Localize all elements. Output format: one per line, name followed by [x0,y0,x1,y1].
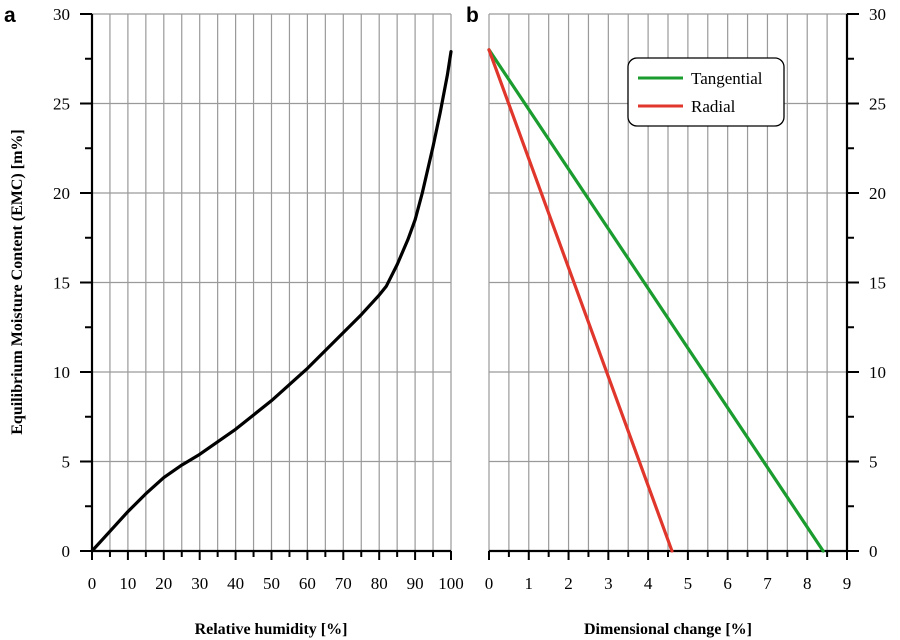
y-tick-label: 0 [62,542,71,561]
legend-box [627,57,785,127]
y-tick-label: 20 [869,184,886,203]
panel-b-x-axis-label: Dimensional change [%] [584,621,752,638]
y-tick-label: 15 [869,274,886,293]
x-tick-label: 9 [843,574,852,593]
panel-b-letter: b [466,4,479,27]
panel-b-axes [488,13,859,560]
panel-a: a 0 10 20 30 40 50 60 70 80 90 100 0 5 10 15 20 25 30 Rel… [4,4,464,638]
panel-a-grid [92,13,452,551]
x-tick-label: 5 [684,574,693,593]
panel-a-tick-labels: 0 10 20 30 40 50 60 70 80 90 100 0 5 10 15 20 25 30 [53,5,464,593]
x-tick-label: 80 [371,574,388,593]
series-line-radial [487,48,674,553]
x-tick-label: 6 [723,574,732,593]
y-tick-label: 30 [869,5,886,24]
y-tick-label: 10 [53,363,70,382]
panel-a-axes [80,13,452,560]
panel-a-series [90,49,453,553]
x-tick-label: 30 [191,574,208,593]
y-tick-label: 10 [869,363,886,382]
y-tick-label: 0 [869,542,878,561]
panel-a-y-axis-label: Equilibrium Moisture Content (EMC) [m%] [9,129,26,434]
y-tick-label: 5 [869,453,878,472]
x-tick-label: 50 [263,574,280,593]
x-tick-label: 90 [407,574,424,593]
x-tick-label: 10 [119,574,136,593]
series-line-tangential [487,48,825,553]
x-tick-label: 60 [299,574,316,593]
x-tick-label: 0 [88,574,97,593]
panel-b-legend: Tangential Radial [627,57,785,127]
panel-b-series [487,48,825,553]
y-tick-label: 20 [53,184,70,203]
panel-a-x-axis-label: Relative humidity [%] [195,621,348,638]
legend-label-radial: Radial [691,97,736,116]
x-tick-label: 1 [525,574,534,593]
x-tick-label: 3 [604,574,613,593]
x-tick-label: 20 [155,574,172,593]
x-tick-label: 8 [803,574,812,593]
x-tick-label: 100 [438,574,464,593]
y-tick-label: 25 [869,95,886,114]
y-tick-label: 15 [53,274,70,293]
y-tick-label: 30 [53,5,70,24]
x-tick-label: 40 [227,574,244,593]
x-tick-label: 2 [564,574,573,593]
y-tick-label: 5 [62,453,71,472]
panel-a-letter: a [4,4,16,27]
x-tick-label: 7 [763,574,772,593]
x-tick-label: 0 [485,574,494,593]
y-tick-label: 25 [53,95,70,114]
x-tick-label: 4 [644,574,653,593]
series-line [90,49,453,553]
legend-label-tangential: Tangential [691,69,763,88]
x-tick-label: 70 [335,574,352,593]
